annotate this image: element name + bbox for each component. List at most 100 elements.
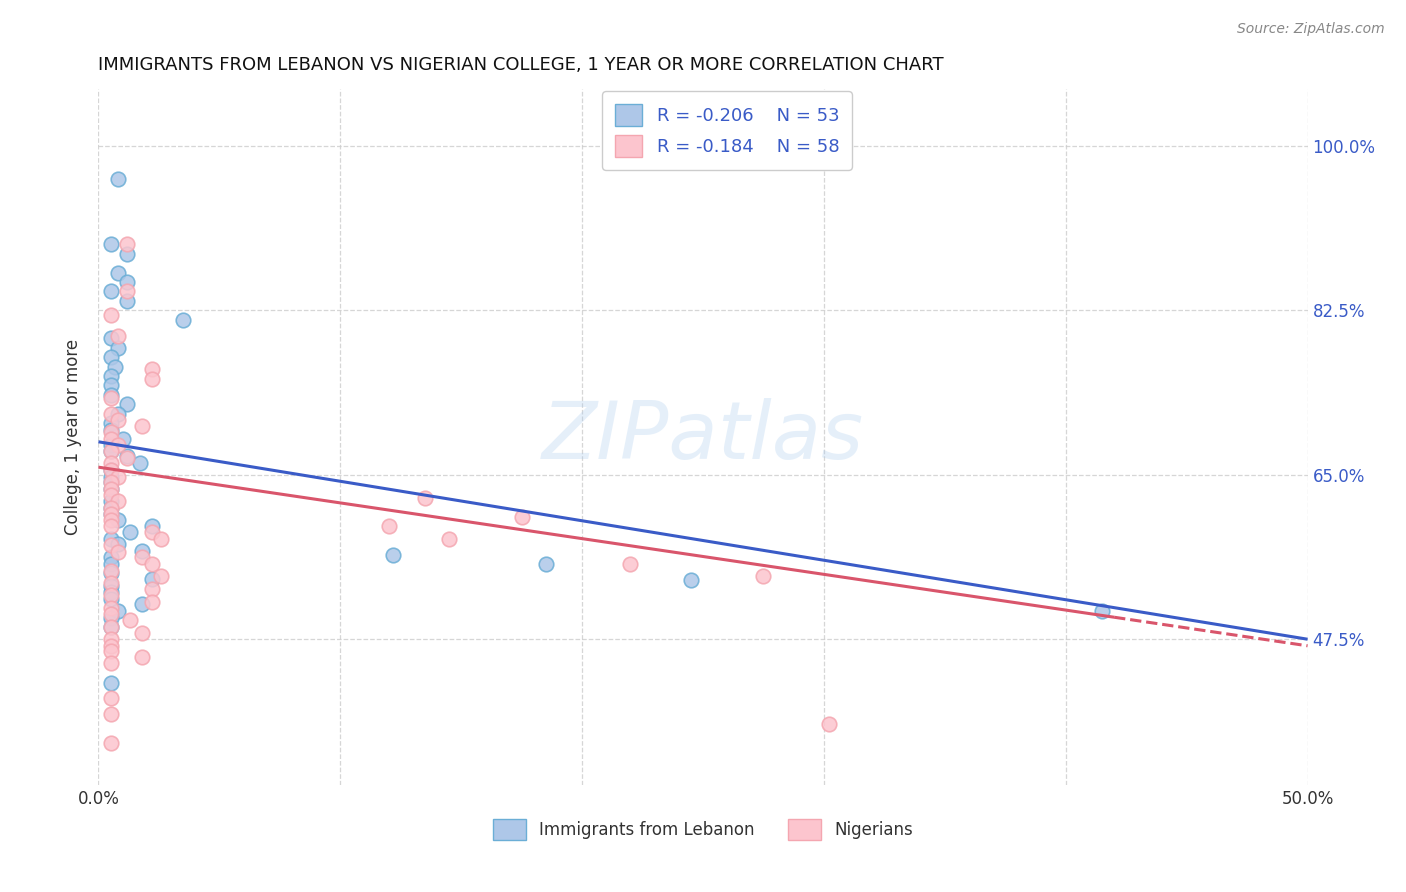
Point: [100, 425, 122, 440]
Point: [117, 275, 139, 289]
Point: [100, 463, 122, 477]
Point: [107, 513, 129, 527]
Point: [100, 591, 122, 606]
Point: [107, 341, 129, 355]
Point: [100, 423, 122, 437]
Text: Source: ZipAtlas.com: Source: ZipAtlas.com: [1237, 22, 1385, 37]
Point: [128, 457, 150, 471]
Point: [117, 449, 139, 463]
Point: [107, 604, 129, 618]
Y-axis label: College, 1 year or more: College, 1 year or more: [65, 339, 83, 535]
Point: [118, 614, 141, 628]
Point: [100, 331, 122, 345]
Point: [100, 620, 122, 634]
Point: [100, 676, 122, 690]
Point: [100, 378, 122, 392]
Point: [100, 368, 122, 383]
Point: [172, 312, 194, 326]
Point: [100, 575, 122, 590]
Point: [100, 632, 122, 647]
Point: [141, 372, 163, 386]
Point: [100, 350, 122, 364]
Point: [117, 246, 139, 260]
Point: [752, 569, 775, 583]
Point: [100, 500, 122, 515]
Point: [104, 359, 127, 374]
Point: [437, 532, 460, 546]
Point: [131, 418, 153, 433]
Point: [107, 266, 129, 280]
Point: [510, 510, 533, 524]
Point: [100, 707, 122, 722]
Point: [100, 736, 122, 750]
Point: [100, 566, 122, 581]
Point: [111, 432, 134, 446]
Point: [141, 557, 163, 571]
Point: [679, 573, 702, 587]
Point: [100, 437, 122, 451]
Point: [107, 494, 129, 508]
Point: [100, 494, 122, 508]
Point: [141, 524, 163, 539]
Point: [100, 444, 122, 458]
Legend: Immigrants from Lebanon, Nigerians: Immigrants from Lebanon, Nigerians: [486, 813, 920, 847]
Point: [100, 644, 122, 658]
Point: [117, 237, 139, 252]
Point: [107, 407, 129, 421]
Point: [100, 507, 122, 521]
Point: [118, 524, 141, 539]
Point: [1091, 604, 1114, 618]
Point: [100, 579, 122, 593]
Point: [100, 691, 122, 706]
Point: [150, 532, 173, 546]
Point: [100, 391, 122, 405]
Point: [100, 407, 122, 421]
Point: [100, 237, 122, 252]
Point: [141, 594, 163, 608]
Point: [100, 601, 122, 615]
Point: [107, 537, 129, 551]
Point: [377, 519, 399, 533]
Point: [817, 716, 839, 731]
Point: [100, 482, 122, 496]
Point: [107, 469, 129, 483]
Point: [100, 457, 122, 471]
Point: [619, 557, 641, 571]
Point: [131, 550, 153, 565]
Point: [141, 572, 163, 586]
Point: [107, 413, 129, 427]
Point: [100, 513, 122, 527]
Point: [100, 610, 122, 624]
Point: [100, 482, 122, 496]
Point: [141, 519, 163, 533]
Point: [534, 557, 557, 571]
Point: [100, 469, 122, 483]
Point: [382, 548, 405, 562]
Point: [117, 285, 139, 299]
Point: [131, 598, 153, 612]
Text: ZIPatlas: ZIPatlas: [541, 398, 865, 476]
Point: [100, 550, 122, 565]
Point: [100, 488, 122, 502]
Point: [117, 293, 139, 308]
Point: [131, 625, 153, 640]
Point: [100, 564, 122, 578]
Point: [107, 437, 129, 451]
Point: [117, 397, 139, 411]
Point: [100, 588, 122, 602]
Point: [413, 491, 436, 506]
Point: [100, 656, 122, 670]
Point: [150, 569, 173, 583]
Point: [131, 650, 153, 665]
Point: [117, 450, 139, 465]
Point: [100, 308, 122, 322]
Point: [100, 475, 122, 490]
Point: [100, 557, 122, 571]
Point: [107, 545, 129, 559]
Point: [100, 607, 122, 621]
Point: [131, 544, 153, 558]
Point: [100, 463, 122, 477]
Point: [141, 582, 163, 597]
Point: [100, 639, 122, 653]
Point: [100, 388, 122, 402]
